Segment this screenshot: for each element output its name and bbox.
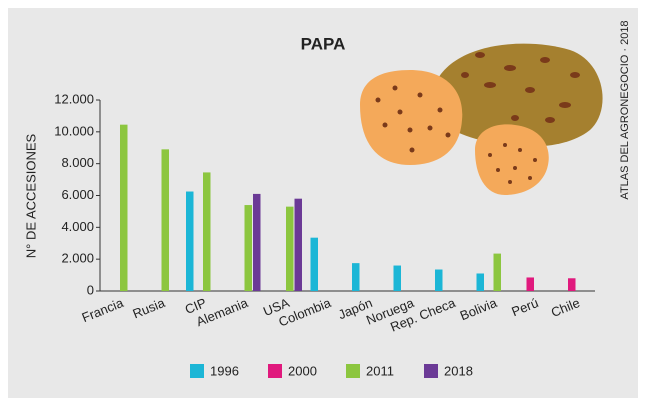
bar <box>352 263 360 291</box>
legend-label: 2011 <box>366 363 394 378</box>
y-tick-label: 6.000 <box>61 187 94 202</box>
legend-swatch <box>268 364 282 378</box>
bar <box>162 149 170 291</box>
bar <box>253 194 261 291</box>
bar <box>527 277 535 291</box>
legend-swatch <box>190 364 204 378</box>
bar <box>394 266 402 291</box>
bar <box>120 125 128 291</box>
legend-label: 2018 <box>444 363 473 378</box>
legend-swatch <box>424 364 438 378</box>
y-tick-label: 12.000 <box>54 91 94 106</box>
bar <box>203 172 211 291</box>
chart: PAPA N° DE ACCESIONES ATLAS DEL AGRONEGO… <box>0 0 646 406</box>
bar <box>435 270 443 291</box>
legend-label: 1996 <box>210 363 239 378</box>
bar <box>295 199 303 291</box>
chart-title: PAPA <box>301 34 346 53</box>
y-tick-label: 2.000 <box>61 251 94 266</box>
y-tick-label: 8.000 <box>61 155 94 170</box>
legend-label: 2000 <box>288 363 317 378</box>
bar <box>311 238 319 291</box>
bar <box>477 273 485 291</box>
y-tick-label: 10.000 <box>54 123 94 138</box>
y-axis-label: N° DE ACCESIONES <box>23 133 38 258</box>
bar <box>286 207 294 291</box>
side-note: ATLAS DEL AGRONEGOCIO · 2018 <box>619 20 631 199</box>
legend-swatch <box>346 364 360 378</box>
y-tick-label: 0 <box>87 282 94 297</box>
bar <box>186 192 194 291</box>
y-tick-label: 4.000 <box>61 219 94 234</box>
bar <box>568 278 576 291</box>
bar <box>494 254 502 291</box>
bar <box>245 205 253 291</box>
